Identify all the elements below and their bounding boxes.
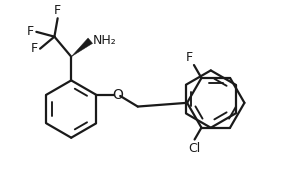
Polygon shape xyxy=(71,38,93,57)
Text: F: F xyxy=(186,51,193,64)
Text: F: F xyxy=(31,42,38,55)
Text: O: O xyxy=(112,88,123,102)
Text: NH₂: NH₂ xyxy=(92,34,116,47)
Text: F: F xyxy=(54,4,61,17)
Text: F: F xyxy=(27,25,34,38)
Text: Cl: Cl xyxy=(189,142,201,155)
